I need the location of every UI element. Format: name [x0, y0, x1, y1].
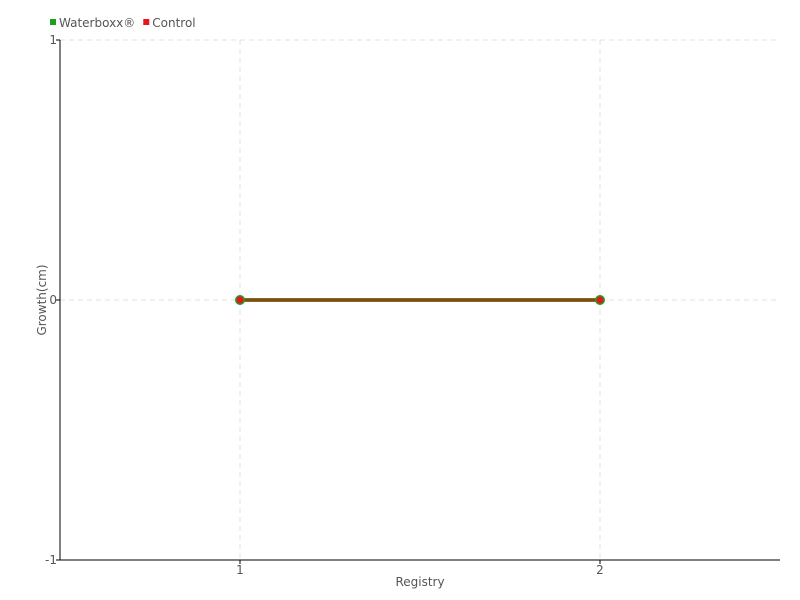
series-group: [235, 295, 605, 305]
x-tick-label: 1: [236, 563, 244, 577]
y-axis-label: Growth(cm): [35, 264, 49, 335]
legend-swatch: [50, 19, 56, 25]
ticks: 1 0 -1 1 2: [45, 33, 604, 577]
legend-swatch: [143, 19, 150, 25]
x-axis-label: Registry: [395, 575, 444, 589]
data-point: [236, 296, 244, 304]
legend-label: Waterboxx®: [59, 16, 135, 30]
data-point: [596, 296, 604, 304]
y-tick-label: 0: [49, 293, 57, 307]
x-tick-label: 2: [596, 563, 604, 577]
legend-label: Control: [152, 16, 195, 30]
y-tick-label: 1: [49, 33, 57, 47]
y-tick-label: -1: [45, 553, 57, 567]
legend: Waterboxx® Control: [50, 16, 196, 30]
